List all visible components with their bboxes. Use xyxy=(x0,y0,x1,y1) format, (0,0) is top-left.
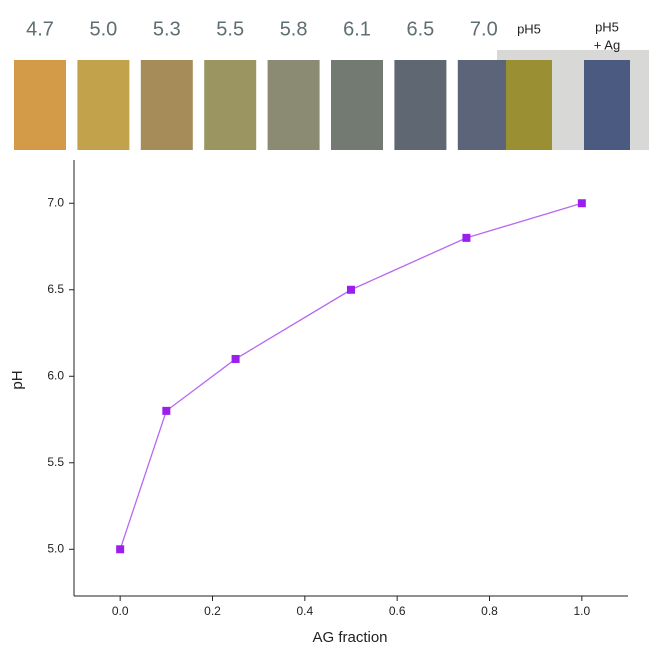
color-swatch xyxy=(331,60,383,150)
data-point xyxy=(347,285,355,294)
sample-label: + Ag xyxy=(594,37,620,52)
swatch-label: 6.1 xyxy=(343,18,371,40)
data-point xyxy=(116,545,125,554)
data-point xyxy=(231,354,240,363)
swatch-label: 5.8 xyxy=(280,18,308,40)
x-tick-label: 0.8 xyxy=(481,604,498,618)
x-tick-label: 0.0 xyxy=(112,604,129,618)
data-point xyxy=(577,199,586,208)
color-swatch xyxy=(14,60,66,150)
y-tick-label: 6.5 xyxy=(47,282,64,296)
color-swatch xyxy=(457,60,510,150)
data-line xyxy=(119,202,583,550)
color-swatch xyxy=(267,60,320,150)
swatch-label: 5.3 xyxy=(153,18,181,40)
x-tick-label: 1.0 xyxy=(573,604,590,618)
data-point xyxy=(462,233,471,242)
sample-label: pH5 xyxy=(517,21,541,36)
x-tick-label: 0.4 xyxy=(296,604,313,618)
sample-swatch xyxy=(584,60,630,150)
data-point xyxy=(162,406,171,415)
color-swatch xyxy=(77,60,130,150)
sample-label: pH5 xyxy=(595,19,619,34)
y-tick-label: 5.0 xyxy=(47,541,64,555)
swatch-label: 4.7 xyxy=(26,18,54,40)
x-axis-label: AG fraction xyxy=(312,629,387,646)
x-tick-label: 0.6 xyxy=(389,604,406,618)
y-tick-label: 7.0 xyxy=(47,195,64,209)
x-tick-label: 0.2 xyxy=(204,604,221,618)
swatch-label: 5.0 xyxy=(89,18,117,40)
swatch-label: 7.0 xyxy=(470,18,498,40)
y-tick-label: 5.5 xyxy=(47,455,64,469)
y-tick-label: 6.0 xyxy=(47,368,64,382)
color-swatch xyxy=(394,60,447,150)
swatch-label: 6.5 xyxy=(406,18,434,40)
swatch-label: 5.5 xyxy=(216,18,244,40)
sample-swatch xyxy=(506,60,552,150)
color-swatch xyxy=(140,60,193,150)
color-swatch xyxy=(204,60,257,150)
y-axis-label: pH xyxy=(9,370,26,389)
